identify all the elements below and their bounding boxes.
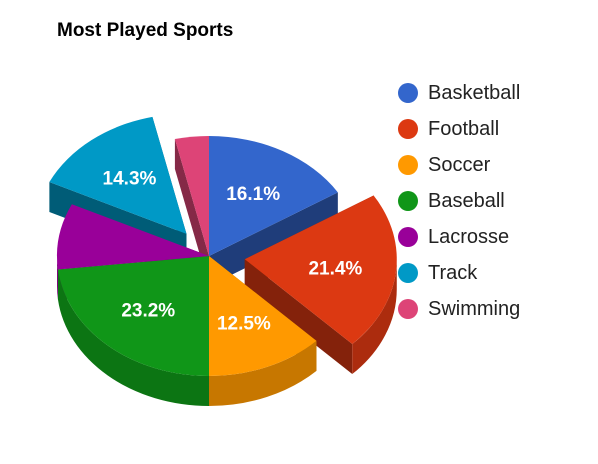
legend-swatch-track (398, 263, 418, 283)
slice-label-track: 14.3% (103, 169, 157, 190)
legend-label-lacrosse: Lacrosse (428, 225, 510, 248)
slice-label-soccer: 12.5% (217, 314, 271, 335)
legend-swatch-lacrosse (398, 227, 418, 247)
slice-rim-football (352, 259, 397, 375)
legend: Basketball Football Soccer Baseball Lacrosse… (398, 75, 520, 327)
legend-label-soccer: Soccer (428, 153, 491, 176)
slice-rim-baseball (57, 269, 209, 406)
slice-label-basketball: 16.1% (226, 184, 280, 205)
slice-swimming (174, 136, 209, 256)
legend-item-track[interactable]: Track (398, 255, 520, 291)
legend-item-baseball[interactable]: Baseball (398, 183, 520, 219)
pie-label-layer: 16.1% 21.4% 12.5% 23.2% 14.3% (103, 169, 363, 335)
slice-football (244, 195, 397, 345)
legend-swatch-soccer (398, 155, 418, 175)
slice-soccer (209, 256, 317, 376)
legend-label-swimming: Swimming (428, 297, 521, 320)
pie-top-layer (49, 116, 397, 376)
slice-track (49, 116, 187, 234)
slice-label-baseball: 23.2% (121, 301, 175, 322)
slice-wall-football-1 (244, 259, 353, 375)
legend-swatch-football (398, 119, 418, 139)
legend-label-baseball: Baseball (428, 189, 505, 212)
legend-swatch-basketball (398, 83, 418, 103)
slice-wall-basketball-1 (209, 192, 338, 286)
slice-rim-lacrosse (57, 256, 58, 300)
legend-label-track: Track (428, 261, 478, 284)
slice-baseball (57, 256, 209, 376)
legend-swatch-swimming (398, 299, 418, 319)
slice-lacrosse (57, 204, 209, 270)
legend-label-basketball: Basketball (428, 81, 521, 104)
slice-rim-soccer (209, 340, 317, 406)
legend-item-basketball[interactable]: Basketball (398, 75, 520, 111)
legend-item-swimming[interactable]: Swimming (398, 291, 520, 327)
legend-item-football[interactable]: Football (398, 111, 520, 147)
slice-basketball (209, 136, 338, 256)
legend-item-lacrosse[interactable]: Lacrosse (398, 219, 520, 255)
chart-title: Most Played Sports (57, 20, 234, 41)
legend-swatch-baseball (398, 191, 418, 211)
legend-label-football: Football (428, 117, 500, 140)
slice-wall-swimming-0 (174, 139, 209, 286)
slice-label-football: 21.4% (308, 258, 362, 279)
legend-item-soccer[interactable]: Soccer (398, 147, 520, 183)
